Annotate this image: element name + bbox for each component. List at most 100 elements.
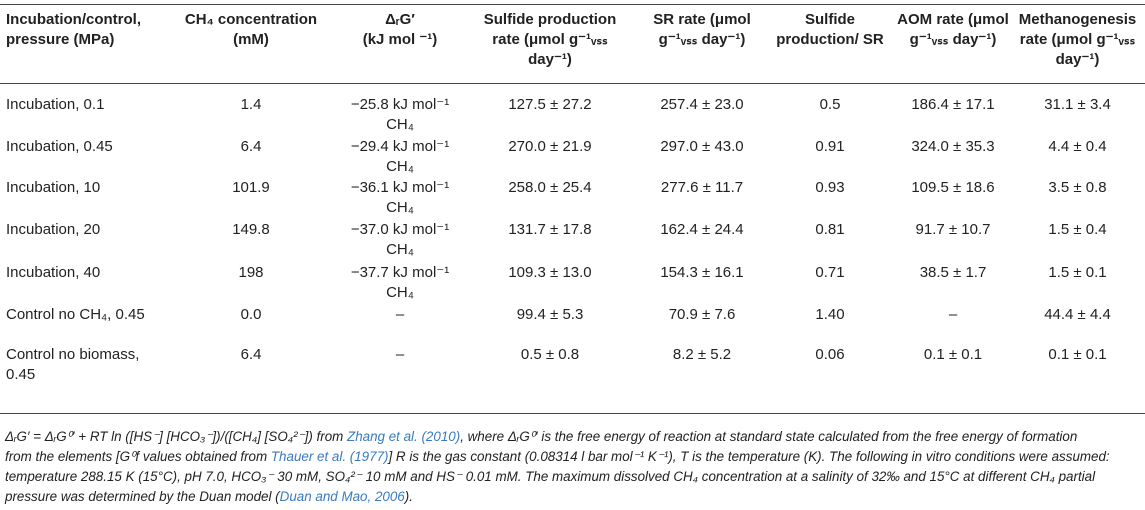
table-cell: 324.0 ± 35.3 — [911, 138, 995, 155]
table-cell: Control no biomass, — [6, 346, 140, 363]
column-header: Sulfide production rate (μmol g⁻¹ᵥₛₛ day⁻¹… — [470, 10, 630, 70]
table-cell: Incubation, 0.1 — [6, 96, 105, 113]
table-cell: 0.5 — [819, 96, 841, 113]
table-cell: 8.2 ± 5.2 — [672, 346, 732, 363]
table-cell: 277.6 ± 11.7 — [660, 179, 744, 196]
table-cell: 0.5 ± 0.8 — [520, 346, 580, 363]
table-cell: Incubation, 10 — [6, 179, 101, 196]
table-cell: −37.7 kJ mol⁻¹ — [350, 264, 450, 281]
table-cell: CH₄ — [386, 199, 414, 216]
table-cell: 198 — [238, 264, 264, 281]
header-line: (kJ mol ⁻¹) — [362, 31, 438, 48]
footnote-text: from the elements [G⁰f values obtained f… — [5, 449, 271, 464]
table-cell: CH₄ — [386, 241, 414, 258]
table-cell: Incubation, 40 — [6, 264, 101, 281]
table-cell: −36.1 kJ mol⁻¹ — [350, 179, 450, 196]
header-line: g⁻¹ᵥₛₛ day⁻¹) — [658, 31, 746, 48]
column-header: SR rate (μmol g⁻¹ᵥₛₛ day⁻¹) — [632, 10, 772, 50]
table-cell: Incubation, 20 — [6, 221, 101, 238]
table-cell: 0.1 ± 0.1 — [923, 346, 983, 363]
table-footnote: ΔᵣG′ = ΔᵣG⁰′ + RT ln ([HS⁻] [HCO₃⁻])/([C… — [5, 427, 1140, 507]
table-cell: 0.91 — [815, 138, 845, 155]
header-line: Incubation/control, — [6, 11, 141, 28]
footnote-text: temperature 288.15 K (15°C), pH 7.0, HCO… — [5, 469, 1096, 484]
table-cell: 0.71 — [815, 264, 845, 281]
table-cell: 0.06 — [815, 346, 845, 363]
column-header: ΔᵣG′ (kJ mol ⁻¹) — [330, 10, 470, 50]
table-cell: 99.4 ± 5.3 — [516, 306, 584, 323]
table-cell: 1.5 ± 0.4 — [1048, 221, 1107, 238]
header-line: day⁻¹) — [1055, 51, 1100, 68]
table-cell: 4.4 ± 0.4 — [1048, 138, 1107, 155]
table-cell: – — [948, 306, 958, 323]
table-header-rule — [0, 83, 1145, 84]
table-cell: 70.9 ± 7.6 — [668, 306, 736, 323]
table-cell: 109.5 ± 18.6 — [911, 179, 995, 196]
table-cell: 0.1 ± 0.1 — [1048, 346, 1107, 363]
table-cell: 3.5 ± 0.8 — [1048, 179, 1107, 196]
table-cell: 101.9 — [232, 179, 270, 196]
table-cell: 162.4 ± 24.4 — [660, 221, 744, 238]
table-cell: 6.4 — [240, 346, 262, 363]
column-header: CH₄ concentration (mM) — [176, 10, 326, 50]
table-cell: 131.7 ± 17.8 — [508, 221, 592, 238]
header-line: Methanogenesis — [1018, 11, 1137, 28]
header-line: SR rate (μmol — [653, 11, 751, 28]
table-cell: 44.4 ± 4.4 — [1044, 306, 1111, 323]
header-line: production/ SR — [776, 31, 884, 48]
table-cell: 91.7 ± 10.7 — [915, 221, 991, 238]
table-cell: Control no CH₄, 0.45 — [6, 306, 145, 323]
header-line: g⁻¹ᵥₛₛ day⁻¹) — [909, 31, 997, 48]
header-line: day⁻¹) — [528, 51, 572, 68]
header-line: AOM rate (μmol — [897, 11, 1009, 28]
table-cell: CH₄ — [386, 284, 414, 301]
footnote-text: ). — [404, 489, 413, 504]
table-bottom-rule — [0, 413, 1145, 414]
column-header: Sulfide production/ SR — [770, 10, 890, 50]
table-cell: Incubation, 0.45 — [6, 138, 113, 155]
table-cell: 38.5 ± 1.7 — [919, 264, 987, 281]
table-cell: 1.4 — [240, 96, 262, 113]
table-cell: 149.8 — [232, 221, 270, 238]
table-cell: −37.0 kJ mol⁻¹ — [350, 221, 450, 238]
table-cell: 186.4 ± 17.1 — [911, 96, 995, 113]
table-cell: 6.4 — [240, 138, 262, 155]
table-cell: 31.1 ± 3.4 — [1044, 96, 1111, 113]
header-line: rate (μmol g⁻¹ᵥₛₛ — [1019, 31, 1136, 48]
footnote-text: , where ΔᵣG⁰′ is the free energy of reac… — [460, 429, 1078, 444]
footnote-text: ] R is the gas constant (0.08314 l bar m… — [388, 449, 1110, 464]
table-cell: 270.0 ± 21.9 — [508, 138, 592, 155]
header-line: (mM) — [233, 31, 269, 48]
table-cell: 257.4 ± 23.0 — [660, 96, 744, 113]
column-header: Methanogenesis rate (μmol g⁻¹ᵥₛₛ day⁻¹) — [1010, 10, 1145, 70]
table-cell: CH₄ — [386, 158, 414, 175]
table-cell: 297.0 ± 43.0 — [660, 138, 744, 155]
column-header: Incubation/control, pressure (MPa) — [6, 10, 166, 50]
column-header: AOM rate (μmol g⁻¹ᵥₛₛ day⁻¹) — [888, 10, 1018, 50]
table-cell: 1.5 ± 0.1 — [1048, 264, 1107, 281]
table-cell: 258.0 ± 25.4 — [508, 179, 592, 196]
header-line: Sulfide — [804, 11, 855, 28]
table-cell: – — [395, 306, 405, 323]
table-cell: 0.93 — [815, 179, 845, 196]
citation-link[interactable]: Duan and Mao, 2006 — [279, 489, 405, 504]
table-cell: 127.5 ± 27.2 — [508, 96, 592, 113]
header-line: CH₄ concentration — [184, 11, 318, 28]
table-cell: 0.45 — [6, 366, 36, 383]
table-cell: CH₄ — [386, 116, 414, 133]
header-line: rate (μmol g⁻¹ᵥₛₛ — [492, 31, 608, 48]
table-cell: 0.0 — [240, 306, 262, 323]
table-cell: −29.4 kJ mol⁻¹ — [350, 138, 450, 155]
table-top-rule — [0, 4, 1145, 5]
table-cell: 109.3 ± 13.0 — [508, 264, 592, 281]
table-cell: 154.3 ± 16.1 — [660, 264, 744, 281]
citation-link[interactable]: Zhang et al. (2010) — [347, 429, 461, 444]
header-line: ΔᵣG′ — [385, 11, 415, 28]
footnote-text: pressure was determined by the Duan mode… — [5, 489, 280, 504]
table-cell: −25.8 kJ mol⁻¹ — [350, 96, 450, 113]
citation-link[interactable]: Thauer et al. (1977) — [270, 449, 389, 464]
table-cell: 0.81 — [815, 221, 845, 238]
table-cell: – — [395, 346, 405, 363]
footnote-text: ΔᵣG′ = ΔᵣG⁰′ + RT ln ([HS⁻] [HCO₃⁻])/([C… — [5, 429, 348, 444]
